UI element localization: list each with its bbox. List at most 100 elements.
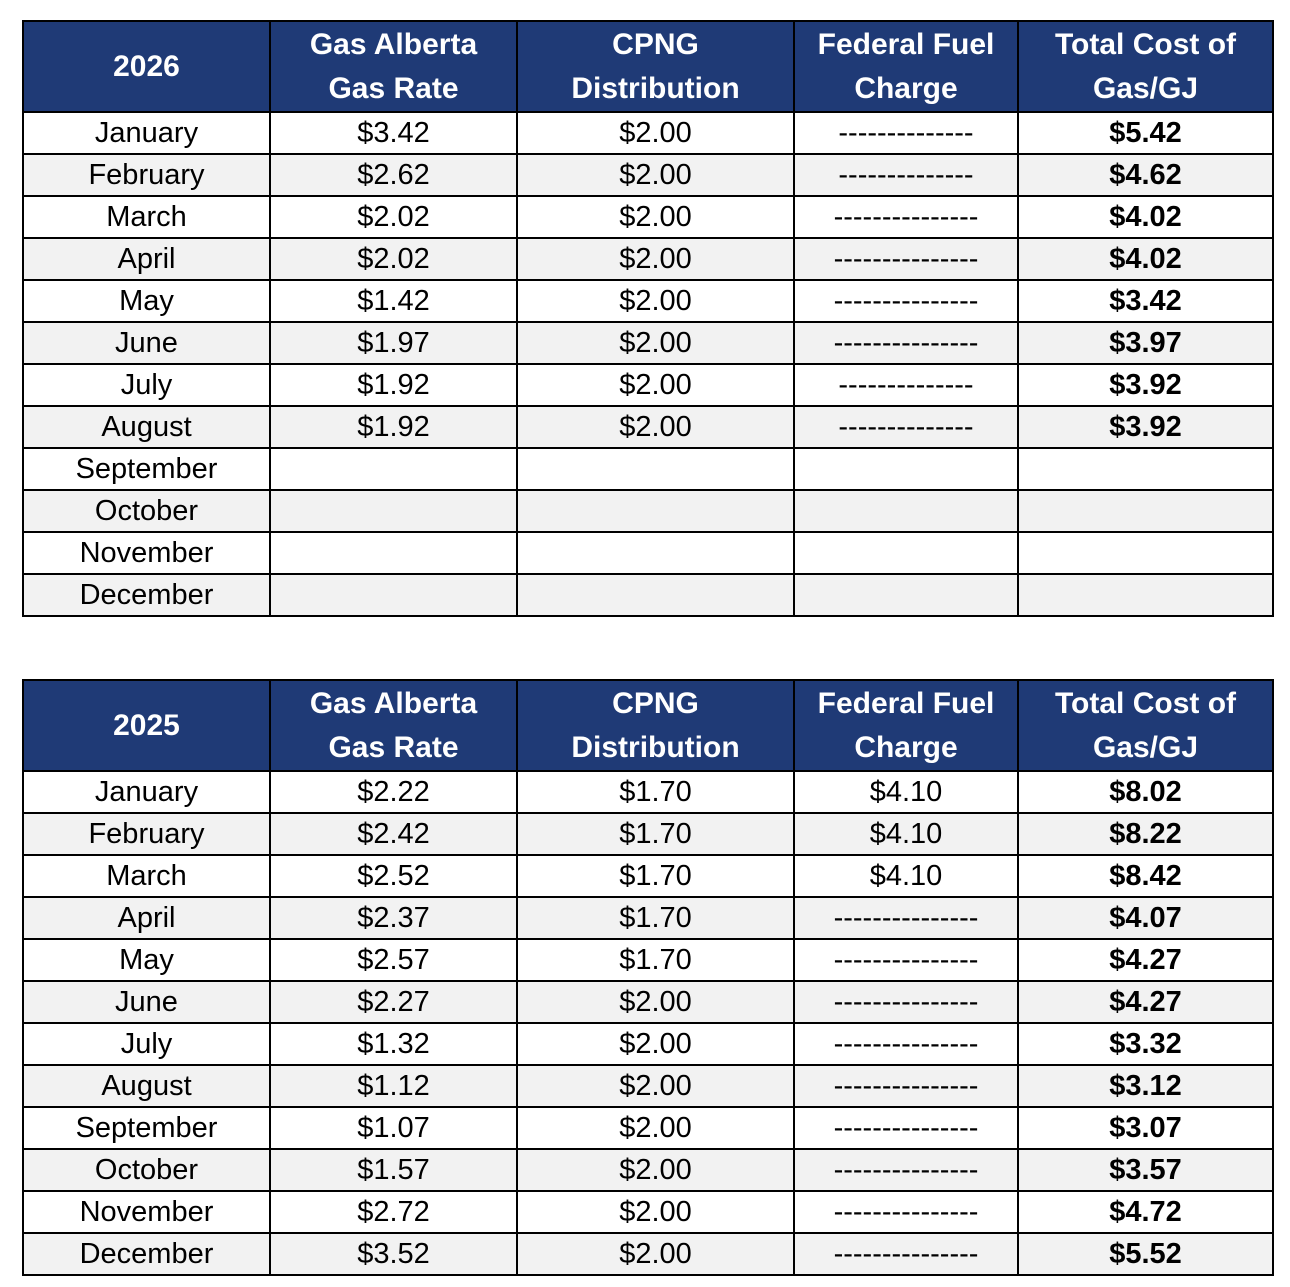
table-row: March $2.02 $2.00 --------------- $4.02 <box>22 195 1274 239</box>
federal-charge-cell: --------------- <box>793 980 1019 1024</box>
gas-rate-cell: $1.57 <box>269 1148 518 1192</box>
federal-charge-cell: $4.10 <box>793 854 1019 898</box>
month-cell: January <box>22 770 271 814</box>
gas-rate-cell: $3.52 <box>269 1232 518 1276</box>
gas-rate-cell: $1.92 <box>269 405 518 449</box>
total-cost-cell: $8.02 <box>1017 770 1274 814</box>
gas-rate-cell: $2.22 <box>269 770 518 814</box>
table-row: July $1.92 $2.00 -------------- $3.92 <box>22 363 1274 407</box>
table-row: November <box>22 531 1274 575</box>
total-cost-header: Total Cost of Gas/GJ <box>1017 20 1274 113</box>
table-row: October <box>22 489 1274 533</box>
header-line: CPNG <box>612 686 699 720</box>
table-row: June $1.97 $2.00 --------------- $3.97 <box>22 321 1274 365</box>
header-line: Gas Alberta <box>309 686 478 720</box>
cpng-header: CPNG Distribution <box>516 679 795 772</box>
cpng-cell: $2.00 <box>516 321 795 365</box>
header-line: Federal Fuel <box>817 27 995 61</box>
total-cost-cell: $4.02 <box>1017 237 1274 281</box>
total-cost-cell <box>1017 531 1274 575</box>
header-line: Gas Rate <box>328 730 459 764</box>
total-cost-cell: $5.52 <box>1017 1232 1274 1276</box>
cpng-cell <box>516 531 795 575</box>
gas-rate-cell: $2.52 <box>269 854 518 898</box>
table-row: June $2.27 $2.00 --------------- $4.27 <box>22 980 1274 1024</box>
federal-charge-header: Federal Fuel Charge <box>793 679 1019 772</box>
gas-rate-cell: $2.27 <box>269 980 518 1024</box>
month-cell: September <box>22 1106 271 1150</box>
table-row: April $2.37 $1.70 --------------- $4.07 <box>22 896 1274 940</box>
federal-charge-cell <box>793 573 1019 617</box>
cpng-cell <box>516 447 795 491</box>
total-cost-cell: $4.62 <box>1017 153 1274 197</box>
table-row: December $3.52 $2.00 --------------- $5.… <box>22 1232 1274 1276</box>
table-row: April $2.02 $2.00 --------------- $4.02 <box>22 237 1274 281</box>
header-line: Charge <box>854 730 958 764</box>
cpng-cell: $2.00 <box>516 195 795 239</box>
year-header: 2025 <box>22 679 271 772</box>
month-cell: December <box>22 573 271 617</box>
cpng-cell: $2.00 <box>516 405 795 449</box>
header-line: Federal Fuel <box>817 686 995 720</box>
month-cell: October <box>22 489 271 533</box>
total-cost-cell: $4.27 <box>1017 938 1274 982</box>
cpng-cell: $1.70 <box>516 770 795 814</box>
total-cost-cell: $3.92 <box>1017 363 1274 407</box>
header-line: Gas Alberta <box>309 27 478 61</box>
total-cost-cell: $4.02 <box>1017 195 1274 239</box>
month-cell: May <box>22 938 271 982</box>
gas-rate-cell <box>269 447 518 491</box>
total-cost-cell <box>1017 447 1274 491</box>
cpng-cell: $1.70 <box>516 896 795 940</box>
federal-charge-cell: --------------- <box>793 237 1019 281</box>
federal-charge-cell: --------------- <box>793 1190 1019 1234</box>
header-line: Total Cost of <box>1054 686 1237 720</box>
gas-rate-cell: $1.07 <box>269 1106 518 1150</box>
gas-rate-cell: $2.02 <box>269 237 518 281</box>
month-cell: December <box>22 1232 271 1276</box>
header-line: Charge <box>854 71 958 105</box>
total-cost-cell: $3.97 <box>1017 321 1274 365</box>
total-cost-cell: $8.42 <box>1017 854 1274 898</box>
total-cost-cell: $3.32 <box>1017 1022 1274 1066</box>
federal-charge-cell: -------------- <box>793 363 1019 407</box>
header-line: Distribution <box>571 71 740 105</box>
table-row: February $2.62 $2.00 -------------- $4.6… <box>22 153 1274 197</box>
cpng-cell: $2.00 <box>516 1148 795 1192</box>
federal-charge-cell: --------------- <box>793 896 1019 940</box>
federal-charge-cell: $4.10 <box>793 812 1019 856</box>
gas-rate-cell: $2.62 <box>269 153 518 197</box>
federal-charge-cell: --------------- <box>793 1148 1019 1192</box>
gas-rate-cell: $2.72 <box>269 1190 518 1234</box>
cpng-cell: $1.70 <box>516 938 795 982</box>
cpng-cell: $2.00 <box>516 363 795 407</box>
total-cost-cell: $4.72 <box>1017 1190 1274 1234</box>
table-row: May $1.42 $2.00 --------------- $3.42 <box>22 279 1274 323</box>
federal-charge-cell: --------------- <box>793 1106 1019 1150</box>
table-row: January $2.22 $1.70 $4.10 $8.02 <box>22 770 1274 814</box>
table-row: March $2.52 $1.70 $4.10 $8.42 <box>22 854 1274 898</box>
header-line: Gas Rate <box>328 71 459 105</box>
total-cost-cell: $3.57 <box>1017 1148 1274 1192</box>
federal-charge-cell <box>793 489 1019 533</box>
federal-charge-cell: -------------- <box>793 405 1019 449</box>
month-cell: August <box>22 405 271 449</box>
cpng-cell: $2.00 <box>516 153 795 197</box>
header-row: 2025 Gas Alberta Gas Rate CPNG Distribut… <box>22 679 1274 772</box>
federal-charge-cell: --------------- <box>793 938 1019 982</box>
table-row: May $2.57 $1.70 --------------- $4.27 <box>22 938 1274 982</box>
month-cell: November <box>22 531 271 575</box>
cpng-cell: $2.00 <box>516 980 795 1024</box>
cpng-cell: $2.00 <box>516 1232 795 1276</box>
federal-charge-cell: --------------- <box>793 321 1019 365</box>
cpng-cell: $2.00 <box>516 1064 795 1108</box>
gas-rate-cell <box>269 573 518 617</box>
header-line: Gas/GJ <box>1092 730 1199 764</box>
total-cost-cell: $4.27 <box>1017 980 1274 1024</box>
total-cost-cell: $3.42 <box>1017 279 1274 323</box>
gas-rate-header: Gas Alberta Gas Rate <box>269 679 518 772</box>
gas-rate-header: Gas Alberta Gas Rate <box>269 20 518 113</box>
table-row: December <box>22 573 1274 617</box>
month-cell: June <box>22 980 271 1024</box>
month-cell: February <box>22 153 271 197</box>
